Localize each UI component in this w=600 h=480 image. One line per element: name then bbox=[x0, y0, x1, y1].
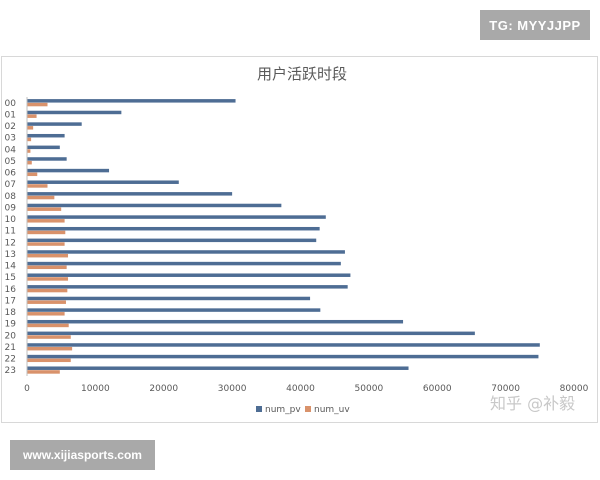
y-tick-label-23: 23 bbox=[5, 366, 16, 376]
y-tick-label-07: 07 bbox=[5, 180, 16, 190]
bar-num-pv-20 bbox=[27, 331, 475, 336]
y-tick-label-21: 21 bbox=[5, 343, 16, 353]
bar-num-pv-01 bbox=[27, 110, 122, 115]
site-watermark-badge: www.xijiasports.com bbox=[10, 440, 155, 470]
y-tick-label-08: 08 bbox=[5, 192, 17, 202]
y-tick-label-05: 05 bbox=[5, 157, 16, 167]
bar-num-pv-19 bbox=[27, 319, 404, 324]
bar-num-pv-03 bbox=[27, 133, 65, 138]
bar-num-pv-22 bbox=[27, 354, 539, 359]
bar-num-pv-04 bbox=[27, 145, 60, 150]
y-tick-label-19: 19 bbox=[5, 320, 17, 330]
bar-num-pv-08 bbox=[27, 192, 233, 196]
y-tick-label-01: 01 bbox=[5, 110, 16, 120]
y-tick-label-06: 06 bbox=[5, 169, 17, 179]
x-tick-label-70000: 70000 bbox=[491, 384, 520, 394]
y-tick-label-22: 22 bbox=[5, 355, 16, 365]
zhihu-watermark: 知乎 @补毅 bbox=[490, 394, 575, 413]
bar-num-uv-17 bbox=[27, 300, 66, 304]
y-tick-label-20: 20 bbox=[5, 331, 17, 341]
legend-swatch-pv bbox=[256, 406, 262, 412]
legend-label-uv: num_uv bbox=[314, 405, 350, 415]
bar-num-uv-15 bbox=[27, 277, 69, 281]
y-tick-label-18: 18 bbox=[5, 308, 17, 318]
bar-num-pv-23 bbox=[27, 366, 409, 370]
y-tick-labels: 0001020304050607080910111213141516171819… bbox=[5, 99, 17, 376]
bar-num-uv-01 bbox=[27, 114, 37, 118]
x-tick-label-0: 0 bbox=[24, 384, 30, 394]
legend-swatch-uv bbox=[305, 406, 311, 412]
bar-num-pv-18 bbox=[27, 308, 321, 312]
bar-num-uv-02 bbox=[27, 126, 34, 130]
x-tick-label-60000: 60000 bbox=[423, 384, 452, 394]
y-tick-label-16: 16 bbox=[5, 285, 17, 295]
bar-num-pv-09 bbox=[27, 203, 282, 208]
bar-num-uv-08 bbox=[27, 195, 55, 200]
bar-num-pv-21 bbox=[27, 343, 540, 347]
bar-num-pv-05 bbox=[27, 157, 67, 161]
chart-title: 用户活跃时段 bbox=[257, 65, 347, 83]
bar-num-uv-13 bbox=[27, 253, 69, 258]
y-tick-label-11: 11 bbox=[5, 227, 16, 237]
y-tick-label-04: 04 bbox=[5, 145, 17, 155]
x-tick-label-40000: 40000 bbox=[286, 384, 315, 394]
bar-num-pv-13 bbox=[27, 250, 345, 254]
y-tick-label-09: 09 bbox=[5, 203, 17, 213]
tg-watermark-badge: TG: MYYJJPP bbox=[480, 10, 590, 40]
bar-num-pv-14 bbox=[27, 261, 341, 266]
bar-num-pv-11 bbox=[27, 226, 320, 231]
y-tick-label-17: 17 bbox=[5, 296, 16, 306]
bar-num-uv-07 bbox=[27, 184, 48, 188]
bar-num-uv-09 bbox=[27, 207, 62, 211]
bars-group bbox=[27, 99, 540, 374]
bar-num-pv-07 bbox=[27, 180, 179, 184]
y-tick-label-15: 15 bbox=[5, 273, 16, 283]
site-watermark-text: www.xijiasports.com bbox=[23, 448, 142, 462]
bar-num-uv-23 bbox=[27, 370, 60, 374]
bar-num-uv-00 bbox=[27, 102, 48, 107]
bar-num-uv-21 bbox=[27, 346, 73, 351]
y-tick-label-14: 14 bbox=[5, 262, 17, 272]
x-tick-label-50000: 50000 bbox=[355, 384, 384, 394]
bar-num-pv-02 bbox=[27, 122, 82, 126]
bar-num-uv-16 bbox=[27, 288, 68, 293]
y-tick-label-12: 12 bbox=[5, 238, 16, 248]
bar-num-pv-15 bbox=[27, 273, 351, 277]
bar-num-pv-00 bbox=[27, 99, 236, 103]
bar-num-uv-18 bbox=[27, 312, 65, 316]
bar-num-uv-06 bbox=[27, 172, 38, 177]
bar-num-pv-12 bbox=[27, 238, 317, 243]
x-tick-label-30000: 30000 bbox=[218, 384, 247, 394]
bar-num-pv-16 bbox=[27, 285, 348, 289]
legend-label-pv: num_pv bbox=[265, 405, 301, 415]
x-tick-label-20000: 20000 bbox=[149, 384, 178, 394]
bar-num-uv-05 bbox=[27, 160, 32, 165]
bar-num-uv-03 bbox=[27, 137, 32, 142]
bar-num-uv-11 bbox=[27, 230, 66, 235]
y-tick-label-02: 02 bbox=[5, 122, 16, 132]
bar-num-uv-10 bbox=[27, 219, 65, 223]
y-tick-label-10: 10 bbox=[5, 215, 17, 225]
bar-num-uv-20 bbox=[27, 335, 71, 339]
x-tick-labels: 0 10000 20000 30000 40000 50000 60000 70000 8000… bbox=[24, 384, 588, 394]
x-tick-label-80000: 80000 bbox=[560, 384, 589, 394]
bar-num-uv-19 bbox=[27, 323, 69, 328]
legend: num_pv num_uv bbox=[256, 405, 350, 415]
y-tick-label-13: 13 bbox=[5, 250, 16, 260]
x-tick-label-10000: 10000 bbox=[81, 384, 110, 394]
bar-num-uv-12 bbox=[27, 242, 65, 246]
bar-num-uv-22 bbox=[27, 358, 71, 363]
y-tick-label-00: 00 bbox=[5, 99, 17, 109]
bar-num-uv-14 bbox=[27, 265, 67, 270]
bar-num-uv-04 bbox=[27, 149, 31, 153]
y-tick-label-03: 03 bbox=[5, 134, 16, 144]
bar-num-pv-06 bbox=[27, 168, 110, 173]
bar-num-pv-10 bbox=[27, 215, 326, 219]
bar-num-pv-17 bbox=[27, 296, 311, 301]
tg-watermark-text: TG: MYYJJPP bbox=[489, 17, 581, 33]
